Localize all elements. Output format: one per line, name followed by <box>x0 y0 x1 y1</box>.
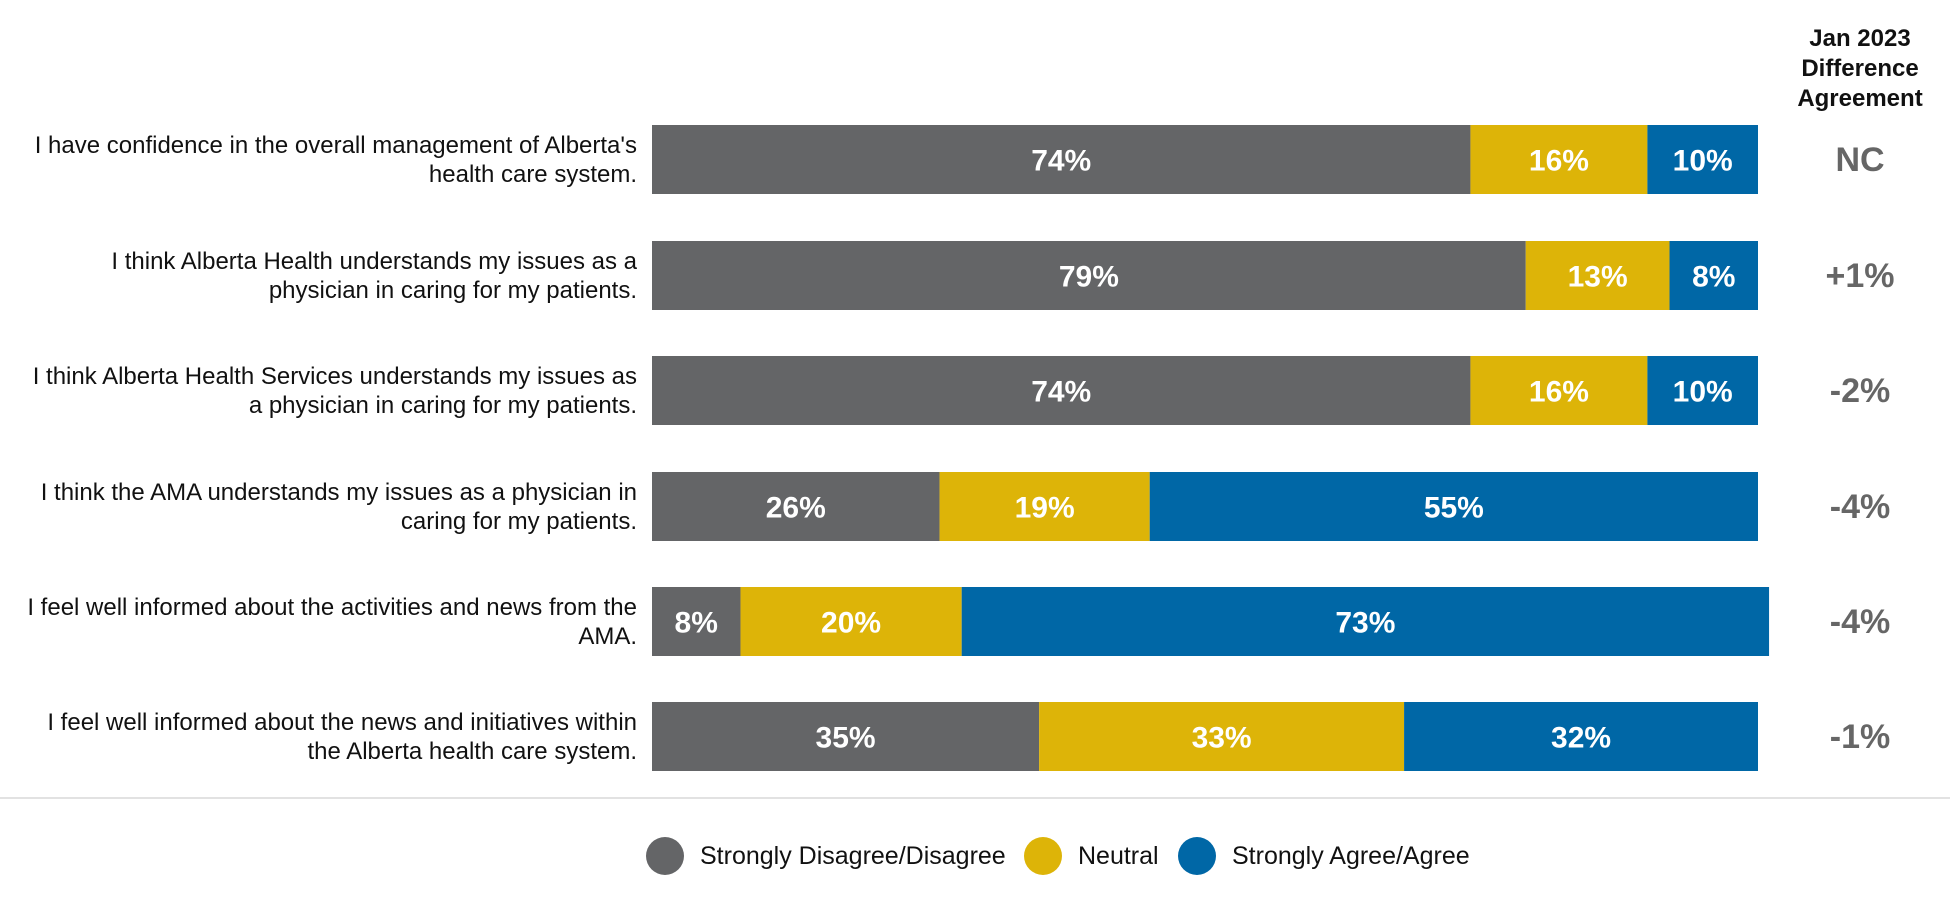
category-label-line: AMA. <box>578 623 637 650</box>
data-label: 26% <box>766 492 826 525</box>
bar-segment <box>652 702 1040 771</box>
category-label-line: I think Alberta Health Services understa… <box>32 363 637 390</box>
category-label-line: I feel well informed about the activitie… <box>27 594 637 621</box>
bar-segment <box>652 241 1526 310</box>
data-label: 74% <box>1031 376 1091 409</box>
data-label: 8% <box>1692 261 1735 294</box>
difference-header-line: Agreement <box>1797 85 1923 112</box>
legend-item: Strongly Agree/Agree <box>1178 836 1470 876</box>
category-label: I feel well informed about the news and … <box>7 708 637 766</box>
bar-segment <box>1470 356 1648 425</box>
difference-value: NC <box>1835 141 1885 179</box>
data-label: 55% <box>1424 492 1484 525</box>
difference-header-line: Difference <box>1801 55 1919 82</box>
data-label: 79% <box>1059 261 1119 294</box>
category-label-line: I think the AMA understands my issues as… <box>40 479 637 506</box>
difference-header-line: Jan 2023 <box>1809 25 1911 52</box>
legend-swatch <box>646 837 684 875</box>
data-label: 32% <box>1551 722 1611 755</box>
category-label-line: physician in caring for my patients. <box>268 277 637 304</box>
legend-label: Strongly Disagree/Disagree <box>700 841 1006 870</box>
bar-segment <box>1669 241 1758 310</box>
data-label: 20% <box>821 607 881 640</box>
category-label-line: the Alberta health care system. <box>307 738 637 765</box>
category-label: I have confidence in the overall managem… <box>7 131 637 189</box>
bar-segment <box>1149 472 1758 541</box>
data-label: 13% <box>1568 261 1628 294</box>
category-label-line: I have confidence in the overall managem… <box>34 132 637 159</box>
category-label: I think the AMA understands my issues as… <box>7 478 637 536</box>
legend-label: Strongly Agree/Agree <box>1232 841 1470 870</box>
difference-value: -4% <box>1829 488 1891 526</box>
legend-item: Strongly Disagree/Disagree <box>646 836 1006 876</box>
data-label: 19% <box>1015 492 1075 525</box>
category-label-line: a physician in caring for my patients. <box>248 392 637 419</box>
bar-segment <box>652 587 741 656</box>
bar-segment <box>1404 702 1758 771</box>
legend-label: Neutral <box>1078 841 1159 870</box>
bar-segment <box>1647 125 1758 194</box>
legend-item: Neutral <box>1024 836 1159 876</box>
bar-segment <box>652 472 940 541</box>
category-label-line: health care system. <box>428 161 637 188</box>
bar-segment <box>652 356 1471 425</box>
data-label: 16% <box>1529 376 1589 409</box>
bar-segment <box>1470 125 1648 194</box>
category-label: I feel well informed about the activitie… <box>7 593 637 651</box>
bar-segment <box>1525 241 1670 310</box>
data-label: 8% <box>675 607 718 640</box>
category-label: I think Alberta Health Services understa… <box>7 362 637 420</box>
category-label-line: I think Alberta Health understands my is… <box>111 248 637 275</box>
difference-value: -4% <box>1829 603 1891 641</box>
data-label: 74% <box>1031 145 1091 178</box>
category-label: I think Alberta Health understands my is… <box>7 247 637 305</box>
bar-segment <box>740 587 962 656</box>
bar-segment <box>939 472 1150 541</box>
category-label-line: caring for my patients. <box>400 508 637 535</box>
bar-segment <box>961 587 1770 656</box>
difference-value: -2% <box>1829 372 1891 410</box>
bar-segment <box>652 125 1471 194</box>
data-label: 10% <box>1673 145 1733 178</box>
data-label: 73% <box>1335 607 1395 640</box>
data-label: 10% <box>1673 376 1733 409</box>
difference-value: +1% <box>1825 257 1895 295</box>
legend-swatch <box>1024 837 1062 875</box>
legend-swatch <box>1178 837 1216 875</box>
data-label: 16% <box>1529 145 1589 178</box>
bar-segment <box>1647 356 1758 425</box>
bar-segment <box>1039 702 1405 771</box>
category-label-line: I feel well informed about the news and … <box>47 709 637 736</box>
difference-header: Jan 2023 Difference Agreement <box>1778 24 1942 114</box>
data-label: 35% <box>816 722 876 755</box>
data-label: 33% <box>1192 722 1252 755</box>
difference-value: -1% <box>1829 718 1891 756</box>
